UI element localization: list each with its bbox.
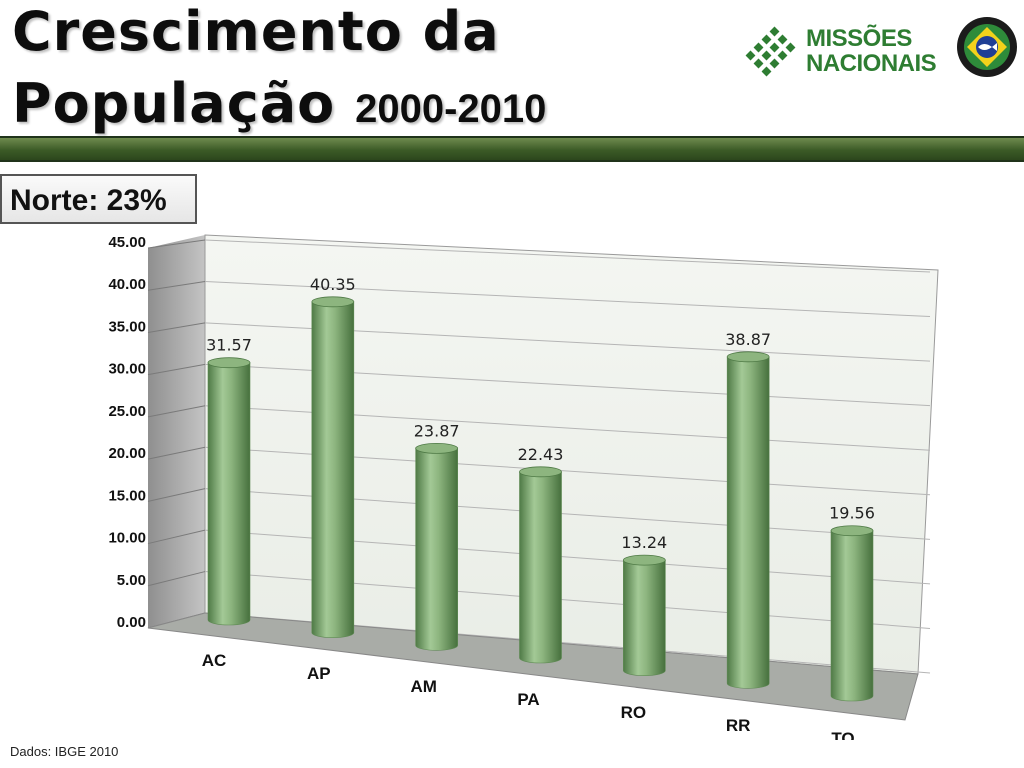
- missoes-logo-text: MISSÕES NACIONAIS: [806, 25, 937, 77]
- y-tick-label: 5.00: [117, 572, 146, 589]
- y-tick-label: 20.00: [108, 445, 146, 462]
- region-label-box: Norte: 23%: [0, 174, 197, 224]
- header-divider-bar: [0, 136, 1024, 162]
- data-label: 19.56: [829, 504, 875, 523]
- title-years: 2000-2010: [355, 87, 547, 131]
- bar-pa: [519, 466, 562, 664]
- x-category-label: PA: [517, 690, 539, 709]
- bar-ac: [207, 357, 251, 626]
- side-gridline: [147, 529, 206, 545]
- y-tick-label: 25.00: [108, 403, 146, 420]
- bar-am: [415, 443, 459, 651]
- fish-icon: [978, 43, 997, 51]
- title-line-2: População: [12, 72, 336, 135]
- y-tick-label: 40.00: [108, 276, 146, 293]
- side-gridline: [147, 446, 206, 460]
- chart-data-labels: 31.57 40.35 23.87 22.43 13.24 38.87 19.56: [206, 275, 875, 552]
- data-label: 40.35: [310, 275, 356, 294]
- slide-title: Crescimento da População 2000-2010: [12, 0, 546, 145]
- side-gridline: [147, 363, 206, 376]
- missoes-logo-icon: [745, 26, 796, 77]
- y-tick-label: 45.00: [108, 234, 146, 251]
- chart-floor: [147, 612, 919, 721]
- data-label: 31.57: [206, 336, 252, 355]
- chart-side-wall: [148, 235, 205, 628]
- data-label: 13.24: [621, 533, 667, 552]
- cbb-seal-logo: [957, 17, 1017, 77]
- side-gridline: [147, 322, 206, 333]
- y-tick-label: 0.00: [117, 614, 146, 631]
- x-category-label: AC: [202, 651, 227, 670]
- bar-to: [830, 525, 874, 702]
- population-growth-chart: 0.00 5.00 10.00 15.00 20.00 25.00 30.00 35.00 40…: [108, 234, 939, 740]
- side-gridline: [147, 280, 206, 291]
- data-label: 23.87: [414, 421, 460, 440]
- x-axis-category-labels: AC AP AM PA RO RR TO: [202, 651, 855, 740]
- bar-ap: [311, 296, 355, 638]
- missoes-logo-line-1: MISSÕES: [806, 25, 912, 52]
- data-label: 22.43: [518, 445, 564, 464]
- bar-rr: [726, 351, 770, 689]
- x-category-label: TO: [831, 729, 854, 740]
- side-gridline: [147, 571, 206, 587]
- x-category-label: AP: [307, 664, 331, 683]
- side-gridline: [147, 488, 206, 502]
- x-category-label: AM: [410, 677, 436, 696]
- side-gridline: [147, 405, 206, 418]
- data-source-footnote: Dados: IBGE 2010: [10, 744, 119, 759]
- title-line-1: Crescimento da: [12, 0, 500, 63]
- missoes-nacionais-logo: MISSÕES NACIONAIS: [744, 22, 944, 82]
- side-gridline: [147, 239, 206, 249]
- y-tick-label: 35.00: [108, 318, 146, 335]
- gridline: [204, 280, 931, 318]
- missoes-logo-line-2: NACIONAIS: [806, 50, 937, 77]
- x-category-label: RO: [621, 703, 647, 722]
- data-label: 38.87: [725, 330, 771, 349]
- y-axis-tick-labels: 0.00 5.00 10.00 15.00 20.00 25.00 30.00 35.00 40…: [108, 234, 146, 631]
- y-tick-label: 10.00: [108, 530, 146, 547]
- gridline: [204, 239, 931, 273]
- y-tick-label: 30.00: [108, 361, 146, 378]
- x-category-label: RR: [726, 716, 751, 735]
- y-tick-label: 15.00: [108, 487, 146, 504]
- bar-ro: [622, 554, 666, 676]
- chart-bars: [207, 296, 874, 702]
